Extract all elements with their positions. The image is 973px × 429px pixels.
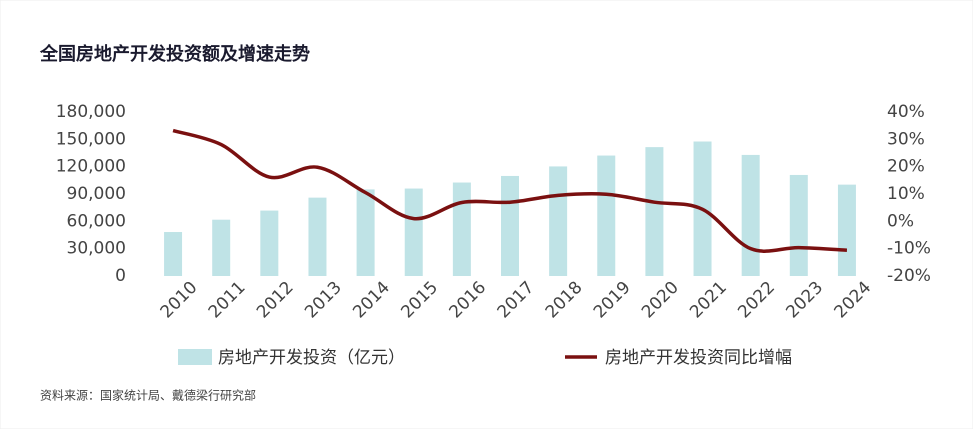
bar (164, 232, 183, 276)
bar (260, 210, 279, 276)
bar (789, 174, 808, 276)
y2-tick-label: 10% (887, 184, 925, 204)
bar (741, 154, 760, 276)
bar (212, 219, 231, 276)
bar (452, 182, 471, 276)
y2-tick-label: 30% (887, 129, 925, 149)
bar (356, 189, 375, 276)
y2-tick-label: 20% (887, 157, 925, 177)
bar (645, 147, 664, 276)
line (172, 128, 848, 253)
y2-tick-label: -20% (887, 266, 931, 286)
bar (549, 166, 568, 276)
y-tick-label: 180,000 (56, 102, 126, 122)
bar (501, 175, 519, 276)
legend-swatch (178, 349, 212, 365)
legend-label: 房地产开发投资（亿元） (218, 348, 405, 368)
bar (404, 188, 423, 276)
chart-title: 全国房地产开发投资额及增速走势 (39, 43, 310, 65)
bar (308, 197, 327, 276)
bar (597, 155, 616, 276)
y-tick-label: 60,000 (67, 211, 126, 231)
y2-tick-label: 40% (887, 102, 925, 122)
legend-label: 房地产开发投资同比增幅 (605, 348, 792, 368)
bar (837, 184, 856, 276)
source-note: 资料来源：国家统计局、戴德梁行研究部 (40, 388, 256, 403)
y-tick-label: 0 (115, 266, 126, 286)
y2-tick-label: -10% (887, 239, 931, 259)
y-tick-label: 90,000 (67, 184, 126, 204)
y-tick-label: 30,000 (67, 239, 126, 259)
y-tick-label: 120,000 (56, 157, 126, 177)
y2-tick-label: 0% (887, 211, 914, 231)
y-tick-label: 150,000 (56, 129, 126, 149)
